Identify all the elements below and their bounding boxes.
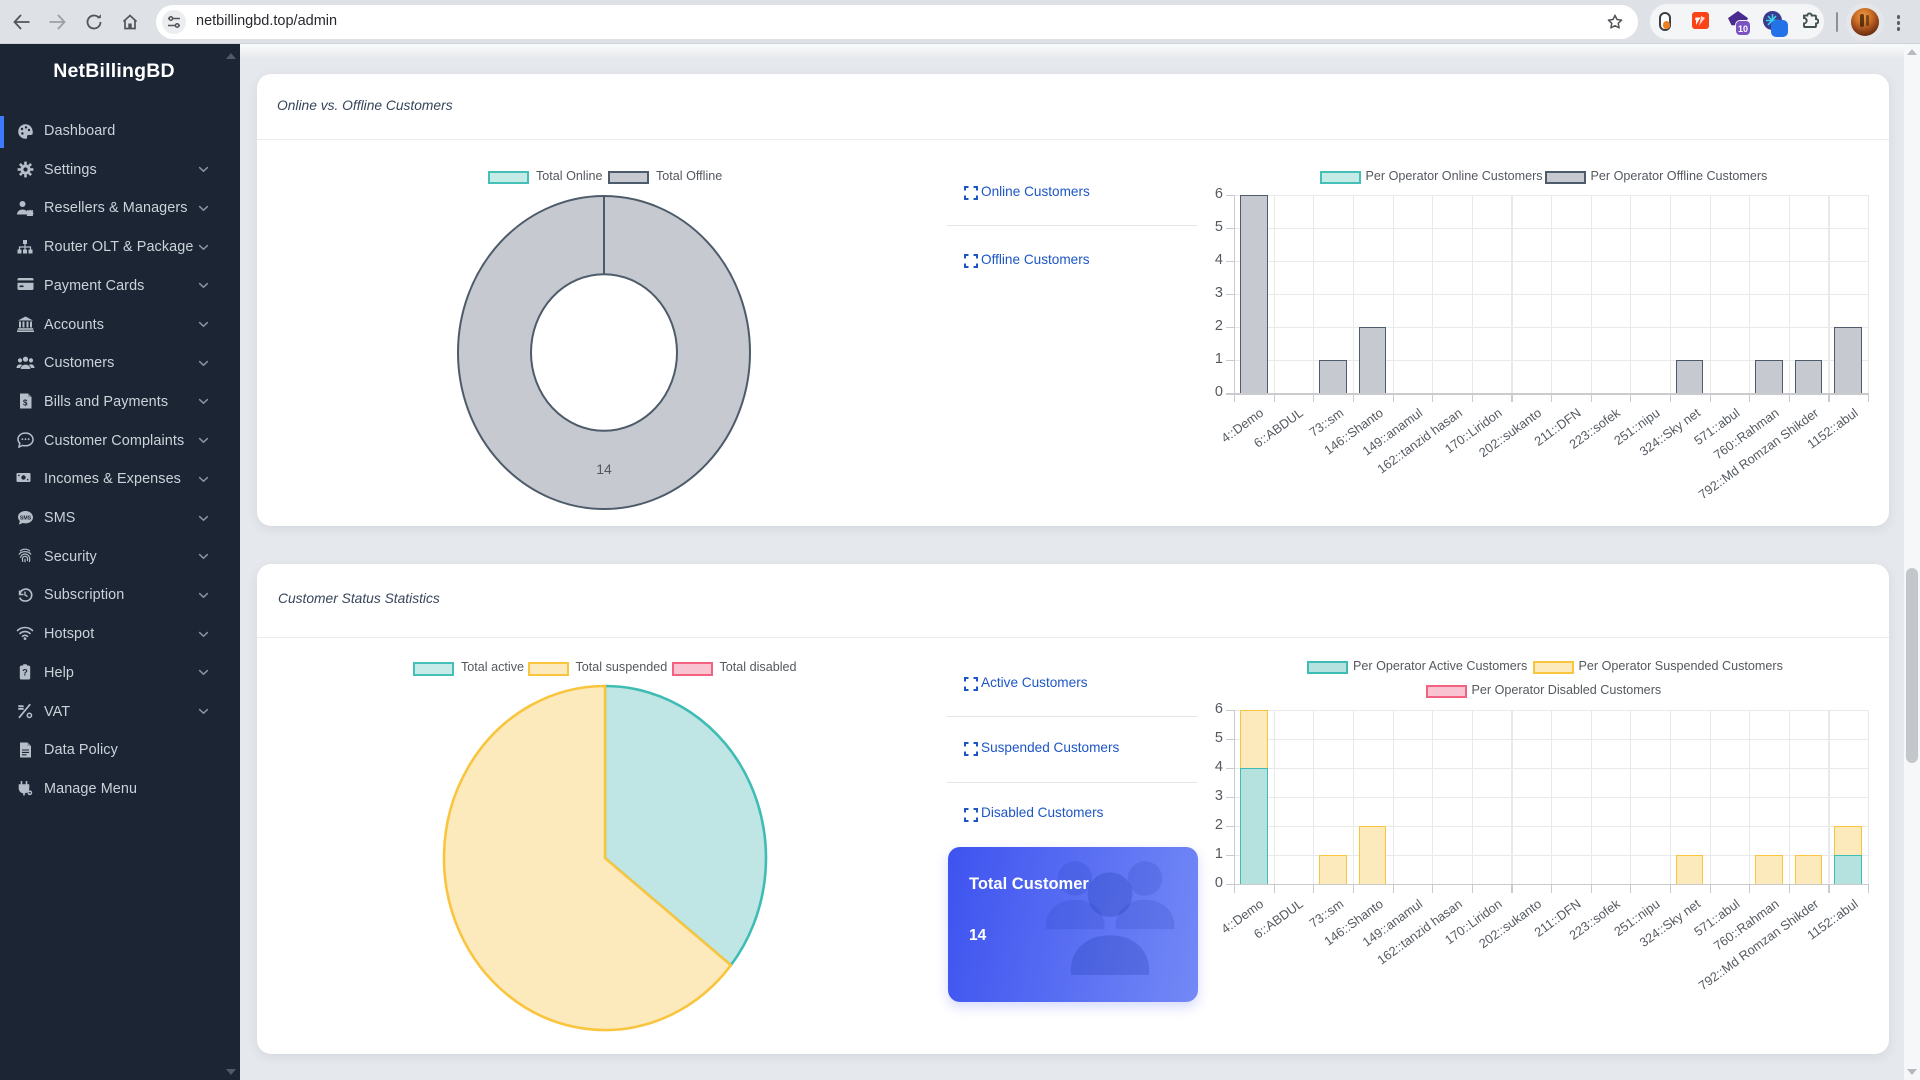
svg-text:?: ? — [22, 668, 28, 678]
svg-text:SMS: SMS — [19, 515, 31, 521]
svg-text:$: $ — [22, 399, 27, 408]
